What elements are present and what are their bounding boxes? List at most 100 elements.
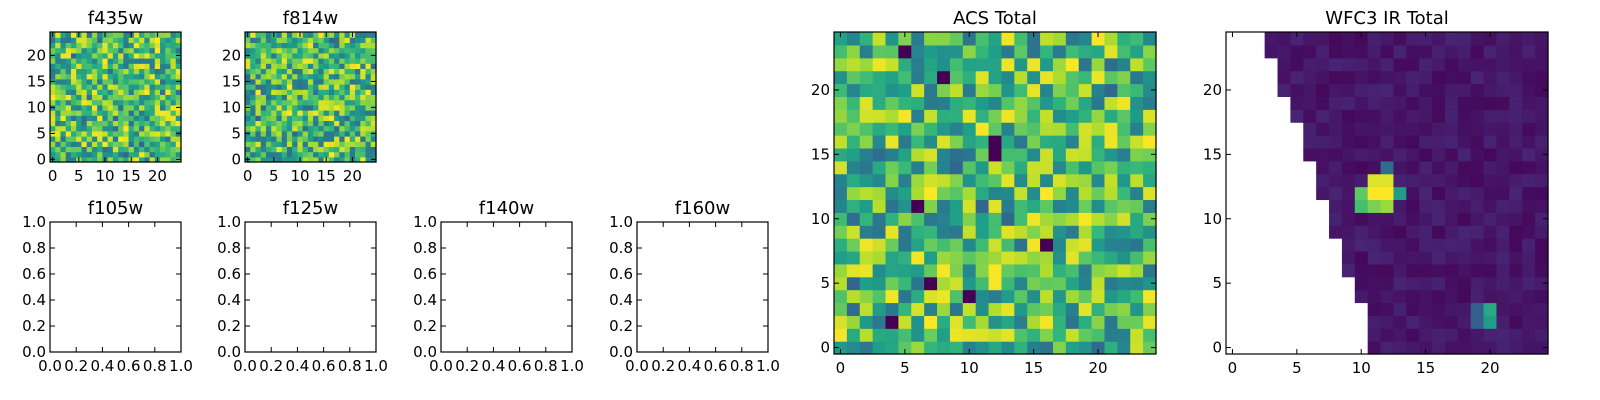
pixel-cell — [1483, 250, 1498, 265]
pixel-cell — [1143, 276, 1157, 291]
pixel-cell — [937, 32, 951, 46]
pixel-cell — [1130, 315, 1144, 329]
pixel-cell — [55, 37, 62, 43]
pixel-cell — [276, 110, 283, 116]
pixel-cell — [1522, 199, 1536, 213]
pixel-cell — [370, 68, 377, 75]
pixel-cell — [160, 94, 166, 101]
pixel-cell — [1380, 328, 1395, 342]
pixel-cell — [1470, 315, 1485, 329]
pixel-cell — [962, 57, 977, 72]
pixel-cell — [355, 37, 361, 43]
pixel-cell — [1091, 250, 1106, 265]
pixel-cell — [1354, 263, 1369, 278]
x-tick-label: 0.2 — [455, 357, 479, 375]
pixel-cell — [318, 130, 325, 137]
pixel-cell — [123, 115, 130, 121]
pixel-cell — [107, 42, 114, 49]
pixel-cell — [139, 110, 145, 116]
pixel-cell — [1065, 276, 1080, 291]
pixel-cell — [297, 63, 304, 69]
pixel-cell — [360, 58, 367, 64]
pixel-cell — [286, 130, 293, 137]
pixel-cell — [118, 42, 124, 49]
pixel-cell — [271, 110, 278, 116]
pixel-cell — [1341, 238, 1356, 252]
pixel-cell — [1065, 263, 1080, 278]
pixel-cell — [1496, 160, 1510, 175]
pixel-cell — [286, 156, 293, 163]
pixel-cell — [1444, 302, 1459, 316]
x-tick-label: 5 — [1292, 359, 1302, 377]
pixel-cell — [1522, 225, 1536, 239]
pixel-cell — [297, 104, 304, 111]
pixel-cell — [1143, 44, 1157, 59]
pixel-cell — [937, 83, 951, 97]
pixel-cell — [260, 73, 267, 80]
pixel-cell — [1052, 160, 1067, 175]
pixel-cell — [834, 341, 848, 355]
pixel-cell — [1535, 225, 1549, 239]
pixel-cell — [292, 84, 298, 90]
pixel-cell — [370, 47, 377, 54]
pixel-cell — [60, 99, 67, 106]
pixel-cell — [297, 125, 304, 132]
pixel-cell — [1457, 315, 1472, 329]
pixel-cell — [328, 136, 335, 142]
x-tick-label: 15 — [317, 167, 336, 185]
pixel-cell — [97, 37, 103, 43]
pixel-cell — [323, 68, 330, 75]
pixel-cell — [1483, 122, 1498, 136]
pixel-cell — [1104, 199, 1118, 213]
pixel-cell — [1027, 57, 1041, 72]
pixel-cell — [286, 84, 293, 90]
pixel-cell — [91, 125, 98, 132]
pixel-cell — [165, 52, 172, 59]
pixel-cell — [1354, 225, 1369, 239]
pixel-cell — [1432, 160, 1446, 175]
pixel-cell — [281, 104, 288, 111]
pixel-cell — [1444, 238, 1459, 252]
pixel-cell — [1001, 44, 1015, 59]
pixel-cell — [112, 78, 119, 85]
pixel-cell — [1432, 186, 1446, 201]
pixel-cell — [1432, 109, 1446, 123]
y-tick-label: 1.0 — [609, 213, 633, 231]
pixel-cell — [144, 47, 151, 54]
pixel-cell — [1354, 109, 1369, 123]
pixel-cell — [260, 32, 267, 38]
plot-area — [637, 222, 768, 352]
pixel-cell — [60, 151, 67, 158]
pixel-cell — [55, 130, 62, 137]
pixel-cell — [133, 104, 140, 111]
pixel-cell — [1104, 250, 1118, 265]
pixel-cell — [102, 104, 109, 111]
pixel-cell — [97, 99, 103, 106]
pixel-cell — [924, 276, 938, 291]
pixel-cell — [281, 42, 288, 49]
x-tick-label: 0 — [243, 167, 253, 185]
pixel-cell — [144, 73, 151, 80]
pixel-cell — [846, 199, 861, 213]
pixel-cell — [128, 47, 135, 54]
pixel-cell — [144, 156, 151, 163]
pixel-cell — [1001, 341, 1015, 355]
x-tick-label: 0.8 — [730, 357, 754, 375]
pixel-cell — [1091, 44, 1106, 59]
pixel-cell — [65, 151, 72, 158]
pixel-cell — [65, 58, 72, 64]
pixel-cell — [170, 84, 177, 90]
pixel-cell — [360, 125, 367, 132]
pixel-cell — [81, 130, 88, 137]
pixel-cell — [911, 160, 925, 175]
pixel-cell — [872, 57, 887, 72]
y-tick-label: 0.6 — [609, 265, 633, 283]
pixel-cell — [1316, 83, 1330, 97]
pixel-cell — [1496, 315, 1510, 329]
pixel-cell — [149, 32, 156, 38]
pixel-cell — [313, 156, 319, 163]
pixel-cell — [144, 63, 151, 69]
pixel-cell — [1509, 173, 1523, 188]
pixel-cell — [872, 186, 887, 201]
pixel-cell — [271, 63, 278, 69]
